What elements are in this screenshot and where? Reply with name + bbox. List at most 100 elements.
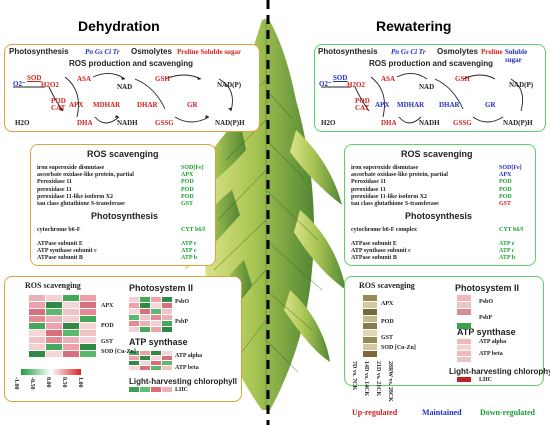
gene-row: peroxidase 11 [351,186,386,193]
enzyme-label: GST [499,201,512,208]
heatmap-cell [140,321,150,326]
heatmap-cell [80,295,96,301]
pod-node-right: POD [355,97,370,105]
enzyme-label: POD [499,186,512,193]
cat-node: CAT [51,104,66,112]
heatmap-cell [80,330,96,336]
heatmap-cell [63,309,79,315]
photo-params-right: Pn Gs Ci Tr [391,48,426,56]
x-label: 14D vs. 14CK [363,361,369,397]
heatmap-label-atp-beta: ATP beta [175,365,199,371]
heatmap-cell [129,351,139,355]
scale-tick: 1.00 [77,377,83,388]
heatmap-cell [162,321,172,326]
heatmap-cell [29,323,45,329]
heatmap-label-sod-right: SOD [Cu-Zn] [381,345,416,351]
heatmap-cell [46,309,62,315]
enzyme-label: CYT b6/f [499,227,524,233]
heatmap-cell [151,309,161,314]
heatmap-cell [63,337,79,343]
heatmap-ros-title: ROS scavenging [25,281,81,290]
pod-node: POD [51,97,66,105]
heatmap-lhc-title-right: Light-harvesting chlorophyll [449,367,550,376]
heatmap-cell [151,321,161,326]
gene-row: ATPase subunit B [37,255,83,262]
heatmap-label-gst: GST [101,339,114,345]
mdhar-node-right: MDHAR [397,101,425,109]
gene-row: Peroxidase 11 [37,179,73,186]
gr-node-right: GR [485,101,496,109]
heatmap-cell [80,337,96,343]
heatmap-cell [363,302,377,308]
gene-row: ATPase subunit E [37,241,83,247]
heatmap-cell [129,315,139,320]
heatmap-cell [363,330,377,336]
heatmap-label-psbp-right: PsbP [479,315,493,321]
heatmap-cell [46,344,62,350]
osmolytes-label: Osmolytes [131,47,172,56]
heatmap-cell [151,315,161,320]
left-ros-panel: Photosynthesis Pn Gs Ci Tr Osmolytes Pro… [4,44,260,132]
heatmap-cell [80,351,96,357]
header-rewatering: Rewatering [376,18,452,34]
enzyme-label: SOD[Fe] [499,165,522,171]
heatmap-label-sod: SOD [Cu-Zn] [101,349,136,355]
heatmap-cell [140,303,150,308]
heatmap-cell [63,344,79,350]
gene-row: ATPase subunit B [351,255,397,262]
heatmap-label-psbo: PsbO [175,299,190,305]
heatmap-ps2-title: Photosystem II [129,283,194,293]
gsh-node: GSH [155,75,170,83]
dha-node-right: DHA [381,119,397,127]
heatmap-cell [46,351,62,357]
nad-node-right: NAD [419,83,435,91]
h2o2-node: H2O2 [41,81,59,89]
gene-row: cytochrome b6-F complex [351,227,417,233]
heatmap-cell [140,315,150,320]
gene-row: peroxidase 11 [37,186,72,193]
nad-node: NAD [117,83,133,91]
ros-production-title: ROS production and scavenging [69,59,194,68]
heatmap-label-pod-right: POD [381,319,394,325]
gene-row: tau class glutathione S-transferase [351,201,439,208]
ros-scavenging-title-right: ROS scavenging [401,149,473,159]
heatmap-label-psbo-right: PsbO [479,299,494,305]
nadp-node-right: NAD(P) [509,81,534,89]
heatmap-cell [162,387,172,392]
heatmap-label-apx-right: APX [381,301,394,307]
heatmap-cell [63,295,79,301]
gene-row: cytochrome b6-F [37,227,81,233]
heatmap-cell [46,302,62,308]
ros-scavenging-title: ROS scavenging [87,149,159,159]
h2o-node-right: H2O [321,119,336,127]
heatmap-label-atp-beta-right: ATP beta [479,351,503,357]
heatmap-cell [129,309,139,314]
sod-node: SOD [27,74,42,82]
heatmap-label-atp-alpha-right: ATP alpha [479,339,507,345]
heatmap-cell [457,302,471,308]
heatmap-cell [29,309,45,315]
heatmap-cell [363,295,377,301]
heatmap-cell [80,309,96,315]
heatmap-cell [140,387,150,392]
heatmap-label-apx: APX [101,303,114,309]
gene-row: ATP synthase subunit c [37,248,97,255]
heatmap-cell [162,366,172,370]
divider-dashed-line [266,0,270,425]
legend-up: Up-regulated [352,408,398,417]
enzyme-label: CYT b6/f [181,227,206,233]
heatmap-cell [63,330,79,336]
heatmap-cell [363,309,377,315]
heatmap-cell [140,309,150,314]
heatmap-cell [46,330,62,336]
gene-row: peroxidase 11-like isoform X2 [351,193,428,200]
heatmap-cell [162,297,172,302]
heatmap-cell [457,316,471,322]
heatmap-cell [129,361,139,365]
heatmap-cell [129,387,139,392]
heatmap-cell [46,295,62,301]
gene-row: iron superoxide dismutase [37,165,105,171]
x-label: 28RW vs. 28CK [387,361,393,402]
photo-params: Pn Gs Ci Tr [85,48,120,56]
heatmap-label-lhc-right: LHC [479,377,493,383]
